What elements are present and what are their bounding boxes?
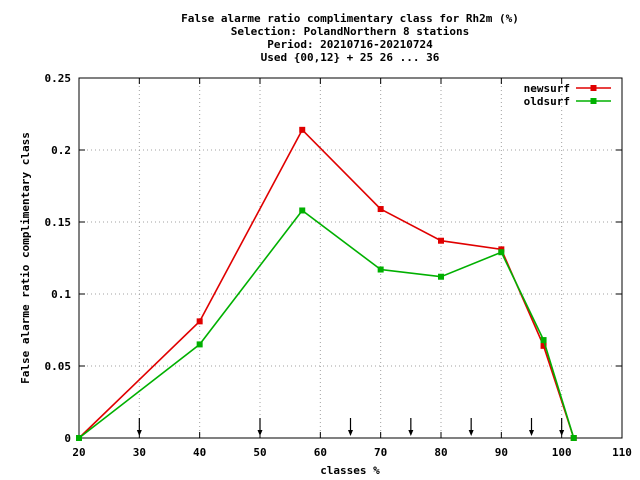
plot-frame [78, 77, 623, 439]
x-tick-label: 100 [552, 446, 572, 459]
arrow-marker [529, 418, 534, 436]
arrow-marker [468, 418, 474, 436]
x-tick-label: 110 [612, 446, 632, 459]
title-line: Used {00,12} + 25 26 ... 36 [261, 51, 440, 64]
arrow-markers [136, 418, 565, 436]
series [76, 126, 577, 441]
x-axis: 20 30 40 50 60 70 80 90 100 110 [72, 78, 632, 459]
y-axis-label: False alarme ratio complimentary class [19, 132, 32, 384]
arrow-head [529, 430, 534, 436]
arrow-head [559, 430, 565, 436]
data-point [196, 318, 203, 325]
data-point [377, 266, 384, 273]
y-tick-label: 0 [64, 432, 71, 445]
data-point [76, 435, 82, 441]
data-point [377, 206, 384, 213]
data-point [498, 249, 505, 256]
data-point [299, 207, 306, 214]
arrow-marker [257, 418, 263, 436]
arrow-marker [348, 418, 353, 436]
data-point [299, 126, 306, 133]
legend-item: newsurf [524, 82, 611, 95]
arrow-head [408, 430, 414, 436]
legend-label: newsurf [524, 82, 570, 95]
legend-item: oldsurf [524, 95, 611, 108]
series-line [78, 128, 575, 439]
x-tick-label: 50 [253, 446, 266, 459]
arrow-head [468, 430, 474, 436]
legend-marker [590, 98, 597, 104]
series-oldsurf [76, 207, 577, 441]
x-tick-label: 70 [374, 446, 387, 459]
y-axis: 0 0.05 0.1 0.15 0.2 0.25 [45, 72, 622, 445]
chart-title: False alarme ratio complimentary class f… [181, 12, 519, 64]
y-tick-label: 0.05 [45, 360, 72, 373]
y-tick-label: 0.2 [51, 144, 71, 157]
x-tick-label: 80 [434, 446, 447, 459]
arrow-head [257, 430, 263, 436]
data-point [438, 273, 444, 280]
arrow-marker [559, 418, 565, 436]
title-line: Selection: PolandNorthern 8 stations [231, 25, 469, 38]
series-newsurf [76, 126, 577, 441]
x-tick-label: 30 [133, 446, 146, 459]
arrow-head [348, 430, 353, 436]
arrow-marker [136, 418, 142, 436]
data-point [438, 237, 444, 244]
series-line [78, 209, 575, 439]
legend-label: oldsurf [524, 95, 570, 108]
arrow-head [136, 430, 142, 436]
data-point [540, 337, 547, 344]
y-tick-label: 0.25 [45, 72, 72, 85]
data-point [540, 342, 547, 349]
title-line: False alarme ratio complimentary class f… [181, 12, 519, 25]
y-tick-label: 0.15 [45, 216, 72, 229]
x-tick-label: 90 [495, 446, 508, 459]
legend-marker [590, 85, 597, 91]
title-line: Period: 20210716-20210724 [267, 38, 433, 51]
x-tick-label: 20 [72, 446, 85, 459]
y-tick-label: 0.1 [51, 288, 71, 301]
x-tick-label: 60 [314, 446, 327, 459]
data-point [570, 435, 577, 441]
x-tick-label: 40 [193, 446, 206, 459]
arrow-marker [408, 418, 414, 436]
grid [79, 78, 622, 438]
data-point [196, 341, 203, 348]
x-axis-label: classes % [320, 464, 380, 477]
